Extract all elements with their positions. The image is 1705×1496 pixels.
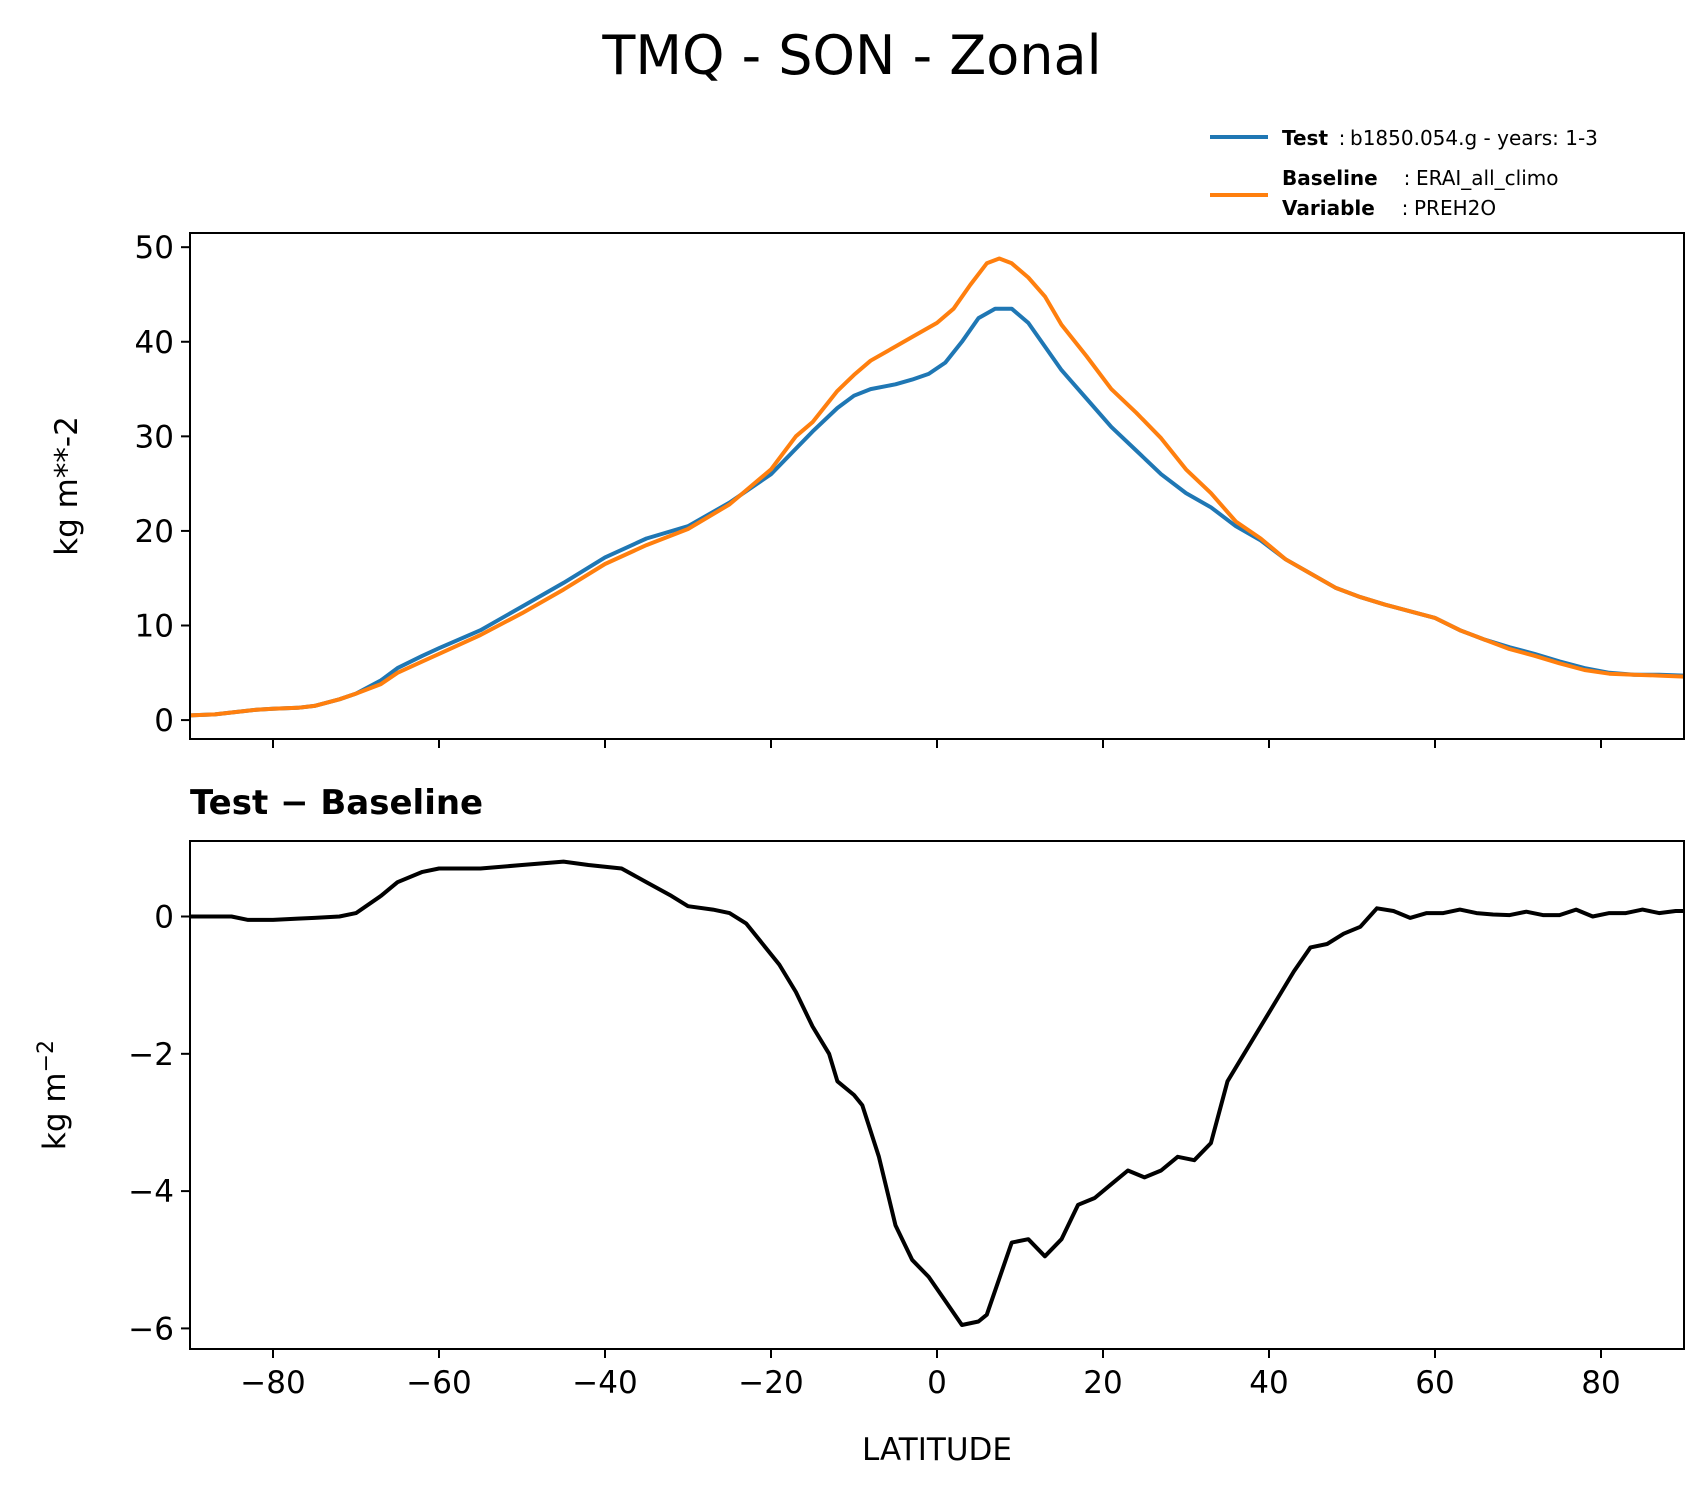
legend: Test b1850.054.g - years: 1-3 : Baseline…	[1210, 126, 1598, 220]
bottom-x-tick-label: −60	[406, 1365, 471, 1401]
bottom-x-tick-label: 60	[1415, 1365, 1454, 1401]
top-x-ticks	[272, 739, 1602, 748]
bottom-panel: Test − Baseline 0 −2 −4 −6 −80 −60 −40 −20 0 20 4…	[34, 783, 1685, 1468]
bottom-x-tick-label: −80	[240, 1365, 305, 1401]
bottom-y-tick-label: 0	[154, 900, 174, 936]
legend-baseline-value: ERAI_all_climo	[1416, 166, 1559, 190]
bottom-y-axis-label-superscript: −2	[34, 1040, 59, 1072]
legend-baseline-sep: :	[1404, 166, 1411, 190]
x-axis-label: LATITUDE	[862, 1432, 1012, 1468]
top-y-tick-label: 0	[154, 703, 174, 739]
legend-test-sep: :	[1339, 126, 1346, 150]
top-y-tick-label: 30	[135, 419, 174, 455]
bottom-series-line-test-baseline	[190, 859, 1684, 1327]
top-panel: 0 10 20 30 40 50 kg m**-2	[49, 230, 1685, 748]
bottom-y-tick-label: −6	[128, 1311, 174, 1347]
legend-variable-label: Variable	[1282, 196, 1375, 220]
top-y-tick-label: 50	[135, 230, 174, 266]
bottom-x-tick-label: −20	[738, 1365, 803, 1401]
bottom-x-tick-label: 40	[1249, 1365, 1288, 1401]
bottom-panel-title: Test − Baseline	[190, 783, 483, 823]
legend-variable-sep: :	[1402, 196, 1409, 220]
bottom-x-tick-label: 0	[927, 1365, 947, 1401]
top-series-line-baseline	[189, 256, 1685, 718]
figure-title: TMQ - SON - Zonal	[601, 24, 1101, 87]
top-y-tick-label: 40	[135, 325, 174, 361]
bottom-y-axis-label: kg m−2	[34, 1040, 73, 1150]
legend-baseline-label: Baseline	[1282, 166, 1378, 190]
bottom-y-tick-label: −2	[128, 1037, 174, 1073]
top-y-tick-label: 10	[135, 609, 174, 645]
bottom-panel-frame	[189, 840, 1685, 1350]
bottom-y-ticks: 0 −2 −4 −6	[128, 900, 190, 1347]
bottom-x-tick-label: 20	[1083, 1365, 1122, 1401]
top-series-group	[189, 256, 1685, 718]
bottom-x-tick-label: −40	[572, 1365, 637, 1401]
legend-test-label: Test	[1282, 126, 1328, 150]
legend-variable-value: PREH2O	[1414, 196, 1496, 220]
legend-test-value: b1850.054.g - years: 1-3	[1350, 126, 1598, 150]
bottom-y-tick-label: −4	[128, 1174, 174, 1210]
top-y-axis-label: kg m**-2	[49, 416, 85, 556]
top-y-tick-label: 20	[135, 514, 174, 550]
bottom-x-tick-label: 80	[1581, 1365, 1620, 1401]
bottom-x-ticks: −80 −60 −40 −20 0 20 40 60 80	[240, 1349, 1621, 1401]
top-series-line-test	[189, 306, 1685, 718]
top-y-ticks: 0 10 20 30 40 50	[135, 230, 190, 739]
bottom-series-group	[190, 859, 1684, 1327]
